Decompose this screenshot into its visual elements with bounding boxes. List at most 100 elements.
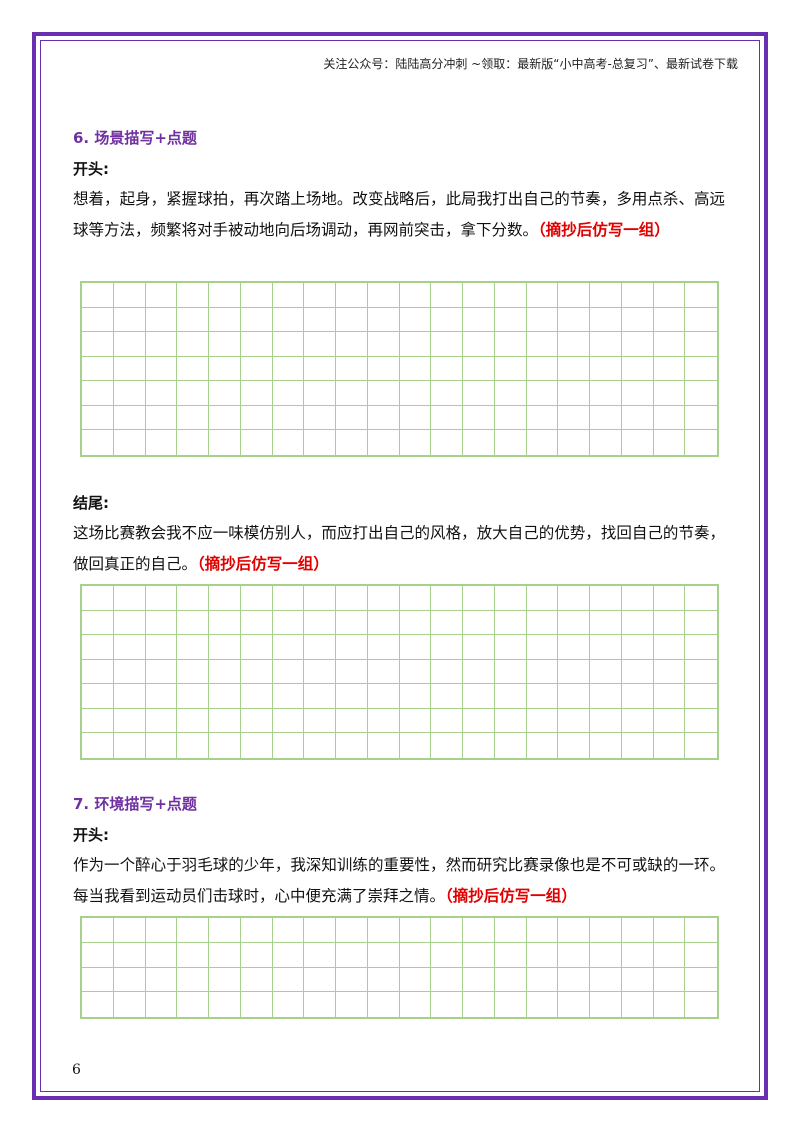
grid-cell[interactable]	[653, 942, 686, 968]
grid-cell[interactable]	[240, 356, 273, 382]
grid-cell[interactable]	[336, 942, 368, 968]
grid-cell[interactable]	[494, 283, 527, 308]
grid-cell[interactable]	[494, 356, 527, 382]
grid-cell[interactable]	[463, 405, 495, 431]
grid-cell[interactable]	[558, 659, 590, 685]
grid-cell[interactable]	[399, 610, 432, 636]
grid-cell[interactable]	[82, 942, 114, 968]
grid-cell[interactable]	[113, 586, 146, 611]
grid-cell[interactable]	[82, 684, 114, 709]
grid-cell[interactable]	[558, 708, 590, 734]
grid-cell[interactable]	[272, 283, 305, 308]
grid-cell[interactable]	[240, 635, 273, 660]
grid-cell[interactable]	[685, 918, 717, 943]
grid-cell[interactable]	[685, 943, 717, 968]
grid-cell[interactable]	[145, 356, 178, 382]
grid-cell[interactable]	[526, 405, 559, 431]
grid-cell[interactable]	[113, 942, 146, 968]
grid-cell[interactable]	[431, 405, 463, 431]
grid-cell[interactable]	[526, 586, 559, 611]
grid-cell[interactable]	[527, 992, 559, 1017]
grid-cell[interactable]	[145, 967, 178, 993]
grid-cell[interactable]	[622, 992, 654, 1017]
grid-cell[interactable]	[177, 405, 209, 431]
grid-cell[interactable]	[304, 942, 336, 968]
grid-cell[interactable]	[590, 918, 622, 943]
grid-cell[interactable]	[113, 283, 146, 308]
grid-cell[interactable]	[146, 430, 178, 455]
grid-cell[interactable]	[114, 992, 146, 1017]
grid-cell[interactable]	[526, 356, 559, 382]
grid-cell[interactable]	[431, 635, 463, 660]
grid-cell[interactable]	[621, 942, 654, 968]
grid-cell[interactable]	[367, 942, 400, 968]
grid-cell[interactable]	[113, 356, 146, 382]
grid-cell[interactable]	[272, 918, 305, 943]
grid-cell[interactable]	[526, 635, 559, 660]
grid-cell[interactable]	[400, 992, 432, 1017]
grid-cell[interactable]	[653, 307, 686, 333]
grid-cell[interactable]	[590, 967, 622, 993]
grid-cell[interactable]	[240, 405, 273, 431]
grid-cell[interactable]	[209, 659, 241, 685]
grid-cell[interactable]	[621, 708, 654, 734]
grid-cell[interactable]	[177, 684, 209, 709]
grid-cell[interactable]	[145, 283, 178, 308]
grid-cell[interactable]	[177, 381, 209, 406]
grid-cell[interactable]	[272, 332, 305, 357]
grid-cell[interactable]	[431, 992, 463, 1017]
grid-cell[interactable]	[685, 430, 717, 455]
grid-cell[interactable]	[367, 610, 400, 636]
grid-cell[interactable]	[272, 942, 305, 968]
grid-cell[interactable]	[399, 942, 432, 968]
grid-cell[interactable]	[685, 332, 717, 357]
grid-cell[interactable]	[653, 918, 686, 943]
grid-cell[interactable]	[177, 918, 209, 943]
grid-cell[interactable]	[209, 918, 241, 943]
grid-cell[interactable]	[336, 332, 368, 357]
grid-cell[interactable]	[368, 430, 400, 455]
grid-cell[interactable]	[653, 635, 686, 660]
grid-cell[interactable]	[463, 430, 495, 455]
grid-cell[interactable]	[621, 635, 654, 660]
grid-cell[interactable]	[654, 733, 686, 758]
grid-cell[interactable]	[367, 708, 400, 734]
grid-cell[interactable]	[304, 332, 336, 357]
grid-cell[interactable]	[463, 992, 495, 1017]
grid-cell[interactable]	[240, 967, 273, 993]
grid-cell[interactable]	[685, 635, 717, 660]
grid-cell[interactable]	[399, 708, 432, 734]
grid-cell[interactable]	[400, 733, 432, 758]
grid-cell[interactable]	[367, 332, 400, 357]
grid-cell[interactable]	[336, 405, 368, 431]
grid-cell[interactable]	[113, 381, 146, 406]
grid-cell[interactable]	[145, 381, 178, 406]
grid-cell[interactable]	[622, 430, 654, 455]
grid-cell[interactable]	[431, 610, 463, 636]
grid-cell[interactable]	[526, 283, 559, 308]
grid-cell[interactable]	[621, 405, 654, 431]
grid-cell[interactable]	[177, 610, 209, 636]
grid-cell[interactable]	[113, 307, 146, 333]
grid-cell[interactable]	[685, 611, 717, 636]
grid-cell[interactable]	[463, 610, 495, 636]
grid-cell[interactable]	[209, 586, 241, 611]
grid-cell[interactable]	[240, 332, 273, 357]
grid-cell[interactable]	[685, 308, 717, 333]
grid-cell[interactable]	[113, 610, 146, 636]
grid-cell[interactable]	[336, 586, 368, 611]
grid-cell[interactable]	[399, 586, 432, 611]
grid-cell[interactable]	[431, 942, 463, 968]
writing-grid[interactable]	[80, 281, 719, 457]
grid-cell[interactable]	[367, 356, 400, 382]
grid-cell[interactable]	[209, 307, 241, 333]
grid-cell[interactable]	[463, 967, 495, 993]
grid-cell[interactable]	[431, 586, 463, 611]
grid-cell[interactable]	[653, 381, 686, 406]
grid-cell[interactable]	[209, 684, 241, 709]
grid-cell[interactable]	[209, 708, 241, 734]
grid-cell[interactable]	[82, 967, 114, 993]
grid-cell[interactable]	[527, 430, 559, 455]
grid-cell[interactable]	[145, 405, 178, 431]
grid-cell[interactable]	[653, 659, 686, 685]
